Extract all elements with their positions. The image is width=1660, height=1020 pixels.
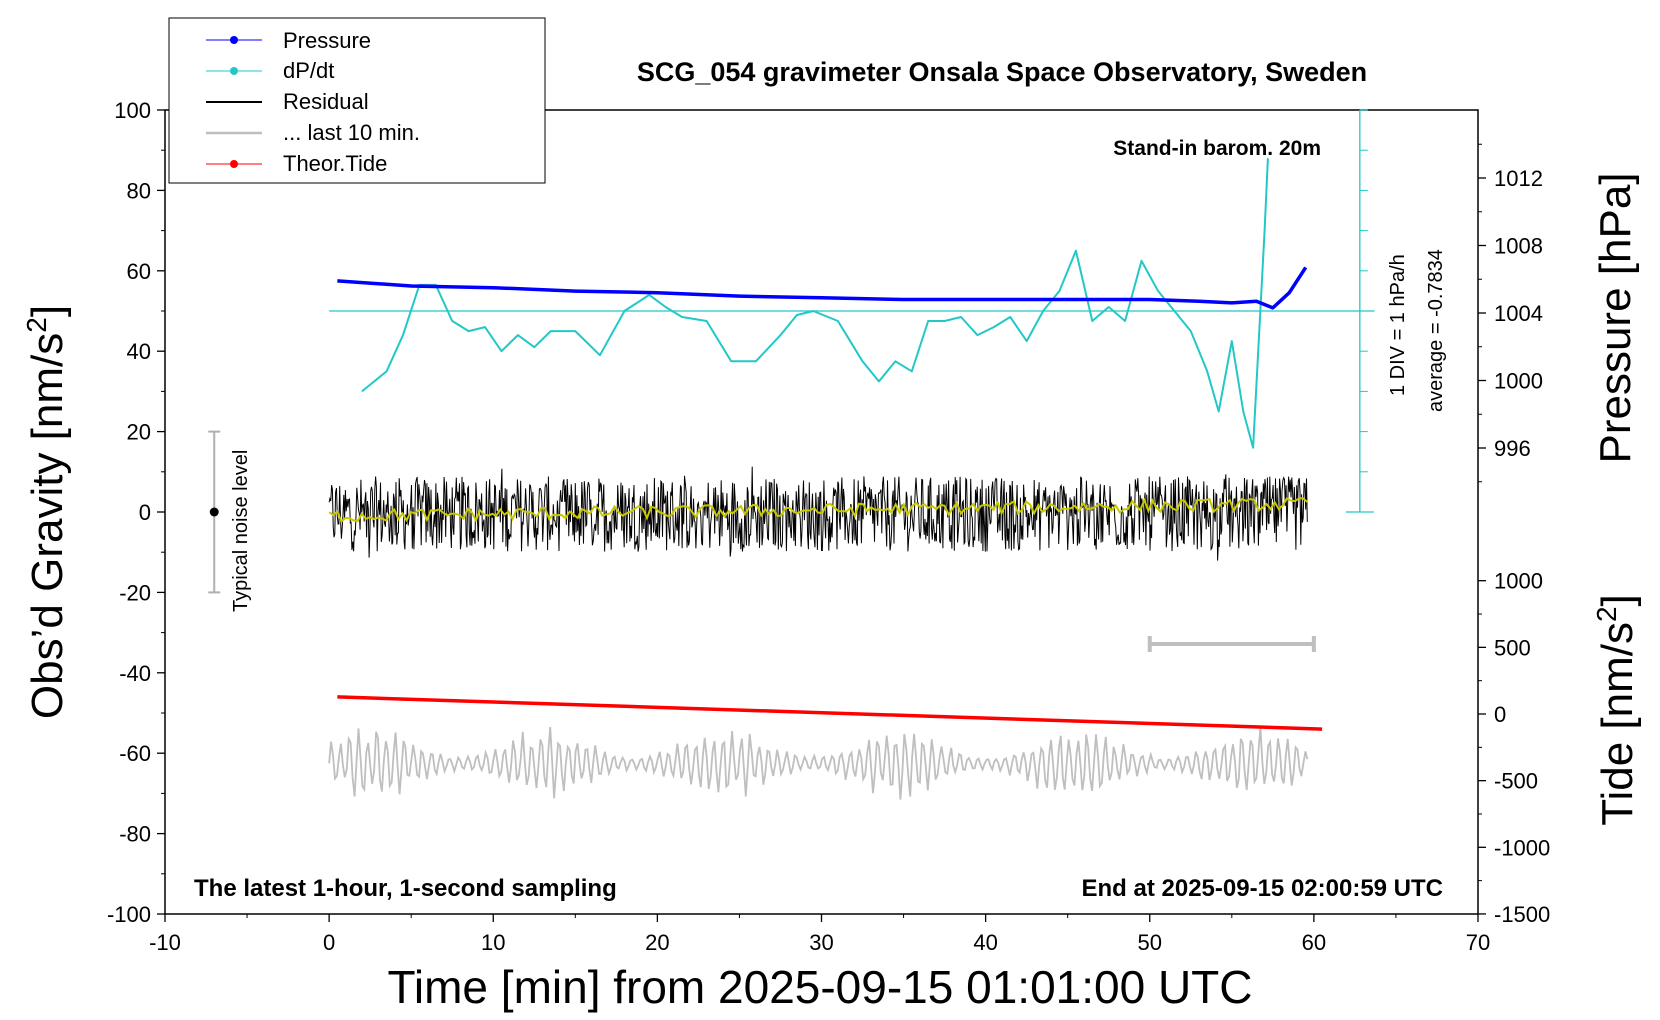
pressure-tick-label: 1012 [1494,166,1543,191]
legend-sample-dot [230,67,238,75]
barom-annotation: Stand-in barom. 20m [1113,137,1321,160]
tide-label-sup: 2 [1591,606,1622,622]
legend-tide: Theor.Tide [283,151,387,176]
x-axis-title: Time [min] from 2025-09-15 01:01:00 UTC [388,961,1253,1013]
y-tick-label: 60 [127,259,151,284]
x-tick-label: 40 [973,930,997,955]
pressure-tick-label: 1004 [1494,301,1543,326]
residual-smooth-line [328,497,1308,524]
x-tick-label: 30 [809,930,833,955]
y-tick-label: 40 [127,339,151,364]
tide-tick-label: -500 [1494,769,1538,794]
data-layer [208,158,1375,800]
average-annotation: average = -0.7834 [1425,249,1447,412]
div-annotation: 1 DIV = 1 hPa/h [1387,254,1409,396]
legend: Pressure dP/dt Residual ... last 10 min.… [168,17,546,184]
pressure-tick-label: 1008 [1494,234,1543,259]
last10-line [328,726,1309,800]
y-tick-label: 0 [139,500,151,525]
end-annotation: End at 2025-09-15 02:00:59 UTC [1082,875,1444,902]
y-tick-label: -20 [119,580,151,605]
legend-dpdt: dP/dt [283,58,334,83]
legend-pressure: Pressure [283,28,371,53]
legend-sample-dot [230,36,238,44]
x-tick-label: 60 [1302,930,1326,955]
y-tick-label: 80 [127,178,151,203]
x-tick-label: 70 [1466,930,1490,955]
y-tick-label: -40 [119,661,151,686]
tide-tick-label: -1500 [1494,902,1550,927]
chart-title: SCG_054 gravimeter Onsala Space Observat… [637,57,1367,87]
tide-tick-label: -1000 [1494,835,1550,860]
tide-tick-label: 500 [1494,635,1531,660]
x-tick-label: 0 [323,930,335,955]
legend-sample-dot [230,160,238,168]
x-tick-label: 10 [481,930,505,955]
y-tick-label: 100 [114,98,151,123]
tide-line [337,695,1323,731]
y-tick-label: -100 [107,902,151,927]
y-axis-title-pressure: Pressure [hPa] [1591,172,1640,463]
axes-layer: -10 0 10 20 30 40 50 60 70-100-80-60-40-20020406… [107,98,1550,955]
dpdt-line [361,158,1269,449]
latest-annotation: The latest 1-hour, 1-second sampling [194,875,617,902]
x-tick-label: 50 [1138,930,1162,955]
legend-residual: Residual [283,89,369,114]
y-left-label-main: Obs’d Gravity [nm/s [23,333,72,719]
x-tick-label: 20 [645,930,669,955]
legend-last10: ... last 10 min. [283,120,420,145]
tide-tick-label: 1000 [1494,569,1543,594]
noise-dot [209,507,219,517]
y-left-label-close: ] [23,305,72,317]
y-tick-label: 20 [127,420,151,445]
y-axis-title-left: Obs’d Gravity [nm/s2] [21,305,72,719]
y-tick-label: -80 [119,822,151,847]
tide-label-main: Tide [nm/s [1593,622,1642,826]
tide-label-close: ] [1593,594,1642,606]
pressure-tick-label: 996 [1494,436,1531,461]
tide-tick-label: 0 [1494,702,1506,727]
text-layer: SCG_054 gravimeter Onsala Space Observat… [21,57,1642,1013]
pressure-tick-label: 1000 [1494,369,1543,394]
legend-box [168,17,546,184]
y-left-label-sup: 2 [21,317,52,333]
x-tick-label: -10 [149,930,181,955]
y-axis-title-tide: Tide [nm/s2] [1591,594,1642,826]
noise-annotation: Typical noise level [230,450,252,612]
y-tick-label: -60 [119,741,151,766]
pressure-line [337,266,1308,310]
